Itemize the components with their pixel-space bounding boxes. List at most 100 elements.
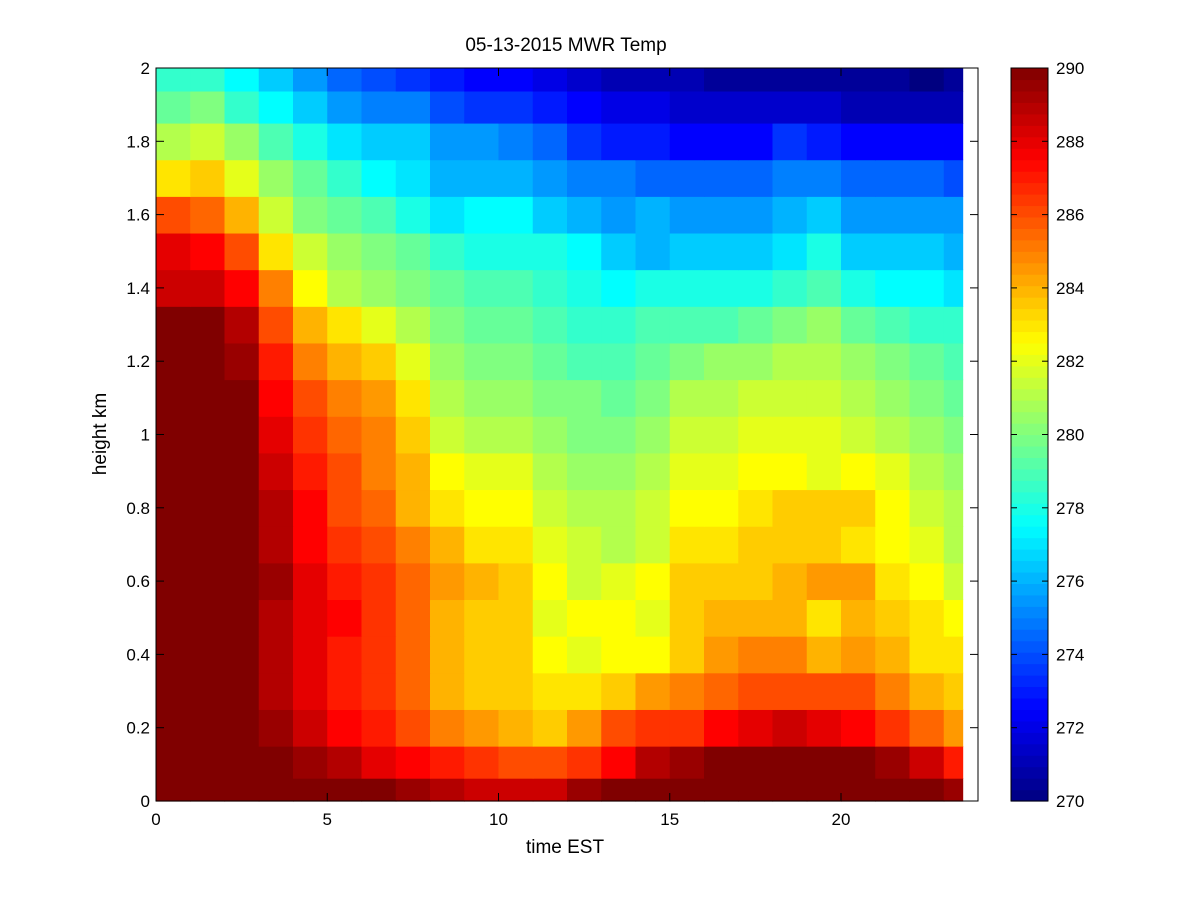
heatmap-cell xyxy=(704,232,739,271)
heatmap-cell xyxy=(635,452,671,491)
heatmap-cell xyxy=(704,90,739,124)
heatmap-cell xyxy=(498,672,534,710)
heatmap-cell xyxy=(224,306,260,344)
colorbar-ticks: 270 272 274 276 278 280 282 284 286 288 290 xyxy=(1011,59,1084,811)
heatmap-cell xyxy=(327,599,363,637)
heatmap-cell xyxy=(635,672,671,710)
colorbar-tick-label: 284 xyxy=(1056,279,1084,298)
heatmap-cell xyxy=(704,636,739,674)
heatmap-cell xyxy=(258,636,294,674)
heatmap-cell xyxy=(806,232,842,271)
colorbar-segment xyxy=(1011,400,1048,413)
colorbar-segment xyxy=(1011,79,1048,92)
heatmap-cell xyxy=(224,416,260,454)
heatmap-cell xyxy=(361,672,397,710)
heatmap-cell xyxy=(943,342,964,381)
colorbar-segment xyxy=(1011,652,1048,665)
heatmap-cell xyxy=(567,68,602,92)
heatmap-cell xyxy=(258,489,294,527)
heatmap-cell xyxy=(943,379,964,417)
heatmap-cell xyxy=(498,122,534,161)
heatmap-cell xyxy=(601,122,637,161)
heatmap-cell xyxy=(395,196,431,234)
heatmap-cell xyxy=(224,778,260,802)
heatmap-cell xyxy=(361,489,397,527)
heatmap-cell xyxy=(567,269,602,307)
heatmap-cell xyxy=(532,636,568,674)
y-tick-label: 1 xyxy=(141,426,150,445)
x-tick-label: 20 xyxy=(832,810,851,829)
heatmap-cell xyxy=(395,526,431,564)
colorbar-segment xyxy=(1011,90,1048,103)
heatmap-cell xyxy=(875,269,911,307)
heatmap-cell xyxy=(738,636,774,674)
heatmap-cell xyxy=(772,452,808,491)
heatmap-cell xyxy=(224,269,260,307)
heatmap-cell xyxy=(567,342,602,381)
heatmap-cell xyxy=(738,306,774,344)
heatmap-cell xyxy=(669,709,705,747)
y-tick-label: 0 xyxy=(141,792,150,811)
heatmap-cell xyxy=(532,159,568,197)
heatmap-cell xyxy=(841,122,876,161)
heatmap-cell xyxy=(395,122,431,161)
heatmap-cell xyxy=(190,489,226,527)
heatmap-cell xyxy=(806,342,842,381)
heatmap-cell xyxy=(601,672,637,710)
heatmap-cell xyxy=(772,379,808,417)
heatmap-cell xyxy=(567,416,602,454)
colorbar-segment xyxy=(1011,136,1048,149)
colorbar-segment xyxy=(1011,423,1048,436)
heatmap-cell xyxy=(772,196,808,234)
heatmap-cell xyxy=(395,636,431,674)
heatmap-cell xyxy=(156,306,191,344)
heatmap-cell xyxy=(224,526,260,564)
colorbar-tick-label: 278 xyxy=(1056,499,1084,518)
heatmap-cell xyxy=(190,672,226,710)
heatmap-cell xyxy=(943,68,964,92)
colorbar-segment xyxy=(1011,457,1048,470)
heatmap-cell xyxy=(532,489,568,527)
heatmap-cell xyxy=(395,342,431,381)
heatmap-cell xyxy=(909,636,945,674)
colorbar-segment xyxy=(1011,319,1048,333)
heatmap-cell xyxy=(464,416,500,454)
heatmap-cell xyxy=(601,599,637,637)
y-tick-label: 1.4 xyxy=(126,279,150,298)
heatmap-cell xyxy=(909,672,945,710)
heatmap-cell xyxy=(875,159,911,197)
colorbar-segment xyxy=(1011,594,1048,607)
colorbar-segment xyxy=(1011,560,1048,573)
heatmap-cell xyxy=(258,122,294,161)
heatmap-cell xyxy=(601,342,637,381)
heatmap-cell xyxy=(943,159,964,197)
y-axis: 0 0.2 0.4 0.6 0.8 1 1.2 1.4 1.6 1.8 2 xyxy=(126,59,978,811)
colorbar-segment xyxy=(1011,778,1048,791)
heatmap-cell xyxy=(464,672,500,710)
x-tick-label: 5 xyxy=(323,810,332,829)
colorbar-segment xyxy=(1011,239,1048,252)
y-tick-label: 0.6 xyxy=(126,572,150,591)
heatmap-cell xyxy=(806,159,842,197)
heatmap-cell xyxy=(430,68,465,92)
y-axis-title: height km xyxy=(90,393,111,475)
colorbar-segment xyxy=(1011,285,1048,298)
heatmap-cell xyxy=(909,709,945,747)
heatmap-cell xyxy=(943,562,964,601)
heatmap-cell xyxy=(464,306,500,344)
heatmap-cell xyxy=(806,196,842,234)
colorbar xyxy=(1011,68,1048,802)
y-tick-label: 0.2 xyxy=(126,719,150,738)
heatmap-cell xyxy=(498,68,534,92)
heatmap-cell xyxy=(156,599,191,637)
heatmap-cell xyxy=(875,452,911,491)
heatmap-cell xyxy=(395,599,431,637)
heatmap-cell xyxy=(669,269,705,307)
heatmap-cell xyxy=(875,196,911,234)
heatmap-cell xyxy=(156,452,191,491)
heatmap-cell xyxy=(498,599,534,637)
heatmap-cell xyxy=(498,746,534,779)
heatmap-cell xyxy=(532,90,568,124)
heatmap-cell xyxy=(669,672,705,710)
